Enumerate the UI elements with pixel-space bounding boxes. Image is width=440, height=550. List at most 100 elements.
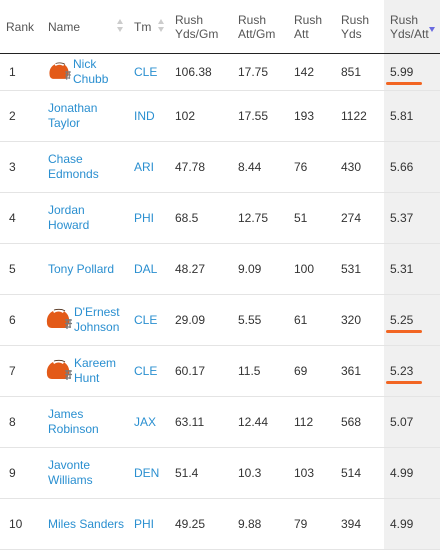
highlight-underline bbox=[386, 329, 422, 333]
team-link[interactable]: PHI bbox=[134, 210, 155, 225]
col-header-rush-yds-gm[interactable]: Rush Yds/Gm bbox=[169, 0, 232, 54]
rush-yds-gm-cell: 51.4 bbox=[169, 447, 232, 499]
player-name-link[interactable]: Chase Edmonds bbox=[48, 152, 99, 181]
header-row: Rank Name Tm Rush Yds/Gm Rush Att/Gm Rus… bbox=[0, 0, 440, 54]
rank-cell: 6 bbox=[0, 294, 42, 346]
rush-att-cell: 112 bbox=[288, 396, 335, 448]
rush-att-gm-cell: 8.44 bbox=[232, 141, 288, 193]
team-link[interactable]: IND bbox=[134, 108, 155, 123]
table-row: 7 Kareem Hunt CLE 60.17 11.5 69 361 5.23 bbox=[0, 345, 440, 397]
team-link[interactable]: PHI bbox=[134, 516, 155, 531]
player-name-link[interactable]: D'Ernest Johnson bbox=[74, 305, 120, 334]
rush-yds-att-cell: 5.23 bbox=[384, 345, 440, 397]
table-row: 5 Tony Pollard DAL 48.27 9.09 100 531 5.… bbox=[0, 243, 440, 295]
table-row: 9 Javonte Williams DEN 51.4 10.3 103 514… bbox=[0, 447, 440, 499]
col-header-rush-att-gm[interactable]: Rush Att/Gm bbox=[232, 0, 288, 54]
team-link[interactable]: DAL bbox=[134, 261, 158, 276]
rush-att-cell: 76 bbox=[288, 141, 335, 193]
col-header-team[interactable]: Tm bbox=[128, 0, 169, 54]
highlight-underline bbox=[386, 81, 422, 85]
player-name-link[interactable]: Kareem Hunt bbox=[74, 356, 117, 385]
player-name-link[interactable]: Javonte Williams bbox=[48, 458, 93, 487]
rank-cell: 2 bbox=[0, 90, 42, 142]
table-row: 4 Jordan Howard PHI 68.5 12.75 51 274 5.… bbox=[0, 192, 440, 244]
col-header-name[interactable]: Name bbox=[42, 0, 128, 54]
rush-yds-gm-cell: 47.78 bbox=[169, 141, 232, 193]
table-row: 3 Chase Edmonds ARI 47.78 8.44 76 430 5.… bbox=[0, 141, 440, 193]
rush-att-cell: 100 bbox=[288, 243, 335, 295]
table-row: 1 Nick Chubb CLE 106.38 17.75 142 851 5.… bbox=[0, 53, 440, 91]
table-row: 6 D'Ernest Johnson CLE 29.09 5.55 61 320… bbox=[0, 294, 440, 346]
player-name-cell: Miles Sanders bbox=[42, 498, 128, 550]
highlight-underline bbox=[386, 380, 422, 384]
player-name-cell: James Robinson bbox=[42, 396, 128, 448]
team-link[interactable]: JAX bbox=[134, 414, 157, 429]
team-cell: PHI bbox=[128, 192, 169, 244]
rush-yds-att-cell: 5.81 bbox=[384, 90, 440, 142]
rush-att-gm-cell: 12.44 bbox=[232, 396, 288, 448]
player-name-cell: D'Ernest Johnson bbox=[42, 294, 128, 346]
rush-att-gm-cell: 11.5 bbox=[232, 345, 288, 397]
rush-att-cell: 69 bbox=[288, 345, 335, 397]
team-cell: ARI bbox=[128, 141, 169, 193]
player-name-link[interactable]: James Robinson bbox=[48, 407, 99, 436]
rush-att-cell: 142 bbox=[288, 53, 335, 91]
rush-yds-cell: 430 bbox=[335, 141, 384, 193]
rush-yds-att-cell: 4.99 bbox=[384, 498, 440, 550]
rush-yds-cell: 361 bbox=[335, 345, 384, 397]
player-name-cell: Nick Chubb bbox=[42, 53, 128, 91]
team-cell: PHI bbox=[128, 498, 169, 550]
rank-cell: 8 bbox=[0, 396, 42, 448]
rush-att-cell: 51 bbox=[288, 192, 335, 244]
table-row: 8 James Robinson JAX 63.11 12.44 112 568… bbox=[0, 396, 440, 448]
table-row: 2 Jonathan Taylor IND 102 17.55 193 1122… bbox=[0, 90, 440, 142]
player-name-link[interactable]: Miles Sanders bbox=[48, 516, 125, 531]
col-header-rush-yds[interactable]: Rush Yds bbox=[335, 0, 384, 54]
player-name-cell: Tony Pollard bbox=[42, 243, 128, 295]
rush-yds-att-cell: 5.25 bbox=[384, 294, 440, 346]
player-name-link[interactable]: Jordan Howard bbox=[48, 203, 90, 232]
rush-yds-att-cell: 5.31 bbox=[384, 243, 440, 295]
rush-yds-att-cell: 5.99 bbox=[384, 53, 440, 91]
rush-yds-gm-cell: 48.27 bbox=[169, 243, 232, 295]
team-link[interactable]: CLE bbox=[134, 64, 158, 79]
col-header-rank[interactable]: Rank bbox=[0, 0, 42, 54]
team-cell: DAL bbox=[128, 243, 169, 295]
rush-yds-cell: 568 bbox=[335, 396, 384, 448]
rush-yds-att-cell: 5.07 bbox=[384, 396, 440, 448]
team-cell: CLE bbox=[128, 345, 169, 397]
rank-cell: 10 bbox=[0, 498, 42, 550]
rank-cell: 9 bbox=[0, 447, 42, 499]
rush-att-gm-cell: 5.55 bbox=[232, 294, 288, 346]
player-name-cell: Jordan Howard bbox=[42, 192, 128, 244]
player-name-cell: Jonathan Taylor bbox=[42, 90, 128, 142]
team-link[interactable]: CLE bbox=[134, 363, 158, 378]
rush-att-cell: 61 bbox=[288, 294, 335, 346]
rush-att-cell: 193 bbox=[288, 90, 335, 142]
browns-helmet-icon bbox=[44, 359, 72, 383]
table-row: 10 Miles Sanders PHI 49.25 9.88 79 394 4… bbox=[0, 498, 440, 550]
player-name-link[interactable]: Tony Pollard bbox=[48, 261, 115, 276]
rush-yds-cell: 514 bbox=[335, 447, 384, 499]
rush-yds-att-cell: 5.37 bbox=[384, 192, 440, 244]
player-name-cell: Javonte Williams bbox=[42, 447, 128, 499]
rush-yds-att-cell: 4.99 bbox=[384, 447, 440, 499]
rush-yds-cell: 851 bbox=[335, 53, 384, 91]
rush-yds-gm-cell: 68.5 bbox=[169, 192, 232, 244]
rush-yds-att-cell: 5.66 bbox=[384, 141, 440, 193]
team-link[interactable]: DEN bbox=[134, 465, 160, 480]
rush-yds-cell: 394 bbox=[335, 498, 384, 550]
team-cell: DEN bbox=[128, 447, 169, 499]
col-header-rush-yds-att[interactable]: Rush Yds/Att bbox=[384, 0, 440, 54]
player-name-link[interactable]: Jonathan Taylor bbox=[48, 101, 98, 130]
rush-yds-gm-cell: 49.25 bbox=[169, 498, 232, 550]
rank-cell: 5 bbox=[0, 243, 42, 295]
team-cell: CLE bbox=[128, 294, 169, 346]
player-name-link[interactable]: Nick Chubb bbox=[73, 57, 109, 86]
rush-att-gm-cell: 17.55 bbox=[232, 90, 288, 142]
rank-cell: 3 bbox=[0, 141, 42, 193]
rush-yds-gm-cell: 60.17 bbox=[169, 345, 232, 397]
col-header-rush-att[interactable]: Rush Att bbox=[288, 0, 335, 54]
team-link[interactable]: ARI bbox=[134, 159, 155, 174]
team-link[interactable]: CLE bbox=[134, 312, 158, 327]
